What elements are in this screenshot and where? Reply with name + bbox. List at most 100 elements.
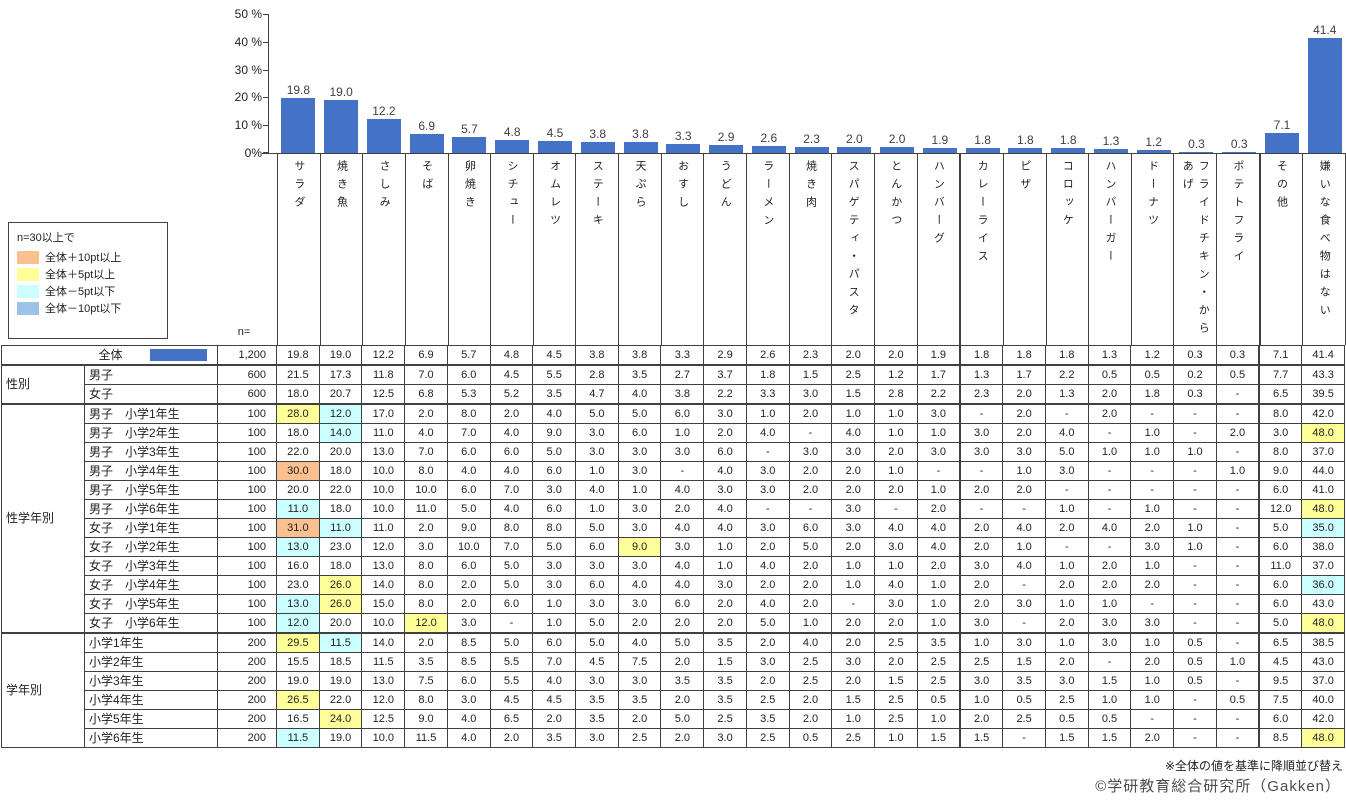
value-cell: 2.5 xyxy=(874,632,918,653)
value-cell: 2.5 xyxy=(617,728,662,748)
value-cell: 1.8 xyxy=(1002,345,1046,366)
value-cell: - xyxy=(1002,613,1046,634)
value-cell: 20.0 xyxy=(318,613,363,634)
bar-value-label: 2.0 xyxy=(845,132,863,147)
bar-value-label: 19.0 xyxy=(329,85,353,100)
value-cell: 2.0 xyxy=(831,537,876,557)
value-cell: 2.0 xyxy=(1044,613,1089,634)
bar-cell: 5.7 xyxy=(448,14,491,153)
value-cell: 2.0 xyxy=(916,499,961,519)
value-cell: 3.0 xyxy=(959,423,1004,443)
value-cell: - xyxy=(1130,461,1175,481)
value-cell: 1.0 xyxy=(874,728,918,748)
value-cell: 2.0 xyxy=(788,461,833,481)
bar-cell: 1.8 xyxy=(1004,14,1047,153)
value-cell: 2.0 xyxy=(959,537,1004,557)
value-cell: 1.0 xyxy=(1130,671,1175,691)
row-label-cell: 女子 小学6年生 xyxy=(83,613,219,634)
bar-cell: 7.1 xyxy=(1261,14,1304,153)
value-cell: 1.0 xyxy=(788,613,833,634)
legend-items: 全体＋10pt以上 全体＋5pt以上 全体－5pt以下 全体－10pt以下 xyxy=(17,250,163,315)
value-cell: 1.5 xyxy=(703,652,747,672)
row-label-cell: 小学5年生 xyxy=(83,709,219,729)
value-cell: 7.0 xyxy=(404,442,448,462)
value-cell: 2.9 xyxy=(703,345,747,366)
bar-value-label: 2.3 xyxy=(803,131,820,146)
category-cell: ラーメン xyxy=(746,153,789,345)
value-cell: 4.5 xyxy=(489,690,534,710)
category-cell: カレーライス xyxy=(959,153,1003,345)
bar-cell: 3.8 xyxy=(619,14,662,153)
value-cell: 9.0 xyxy=(617,537,662,557)
value-cell: 2.0 xyxy=(745,575,790,595)
value-cell: 3.0 xyxy=(575,594,619,614)
value-cell: 12.0 xyxy=(318,403,363,424)
value-cell: 3.0 xyxy=(745,652,790,672)
row-label-cell: 小学2年生 xyxy=(83,652,219,672)
value-cell: 6.0 xyxy=(575,537,619,557)
row-label-cell: 女子 小学3年生 xyxy=(83,556,219,576)
value-cell: 1.0 xyxy=(1173,442,1217,462)
row-group-label: 性学年別 xyxy=(1,403,85,634)
value-cell: 0.5 xyxy=(788,728,833,748)
bar-cell: 6.9 xyxy=(405,14,448,153)
value-cell: 2.0 xyxy=(959,575,1004,595)
value-cell: 36.0 xyxy=(1301,575,1345,595)
value-cell: 3.0 xyxy=(660,442,705,462)
value-cell: 5.5 xyxy=(532,364,577,385)
value-cell: - xyxy=(1173,575,1217,595)
value-cell: 6.0 xyxy=(1258,575,1303,595)
value-cell: 3.0 xyxy=(1044,671,1089,691)
value-cell: 2.5 xyxy=(788,652,833,672)
value-cell: 1.8 xyxy=(1130,384,1175,405)
value-cell: 3.0 xyxy=(575,423,619,443)
bar xyxy=(1008,148,1043,153)
table-row: 男子 小学4年生 100 30.0 18.0 10.0 8.0 4.0 4.0 6.0 1.0 3.… xyxy=(2,461,1345,481)
bar-cell: 3.3 xyxy=(662,14,705,153)
value-cell: 2.5 xyxy=(745,728,790,748)
value-cell: 9.5 xyxy=(1258,671,1303,691)
table-row: 小学3年生 200 19.0 19.0 13.0 7.5 6.0 5.5 4.0 3.0 3.0 3.… xyxy=(2,671,1345,691)
value-cell: 2.0 xyxy=(489,728,534,748)
value-cell: 1.0 xyxy=(874,461,918,481)
value-cell: 2.2 xyxy=(916,384,961,405)
value-cell: 8.5 xyxy=(446,632,491,653)
value-cell: 2.5 xyxy=(916,671,961,691)
value-cell: 3.5 xyxy=(575,690,619,710)
value-cell: 3.0 xyxy=(703,403,747,424)
value-cell: 2.8 xyxy=(575,364,619,385)
value-cell: - xyxy=(1173,690,1217,710)
value-cell: 10.0 xyxy=(361,728,406,748)
value-cell: - xyxy=(1215,384,1260,405)
bar-cell: 19.0 xyxy=(320,14,363,153)
table-row: 女子 小学4年生 100 23.0 26.0 14.0 8.0 2.0 5.0 3.0 6.0 4.… xyxy=(2,575,1345,595)
value-cell: 8.0 xyxy=(1258,403,1303,424)
value-cell: 5.3 xyxy=(446,384,491,405)
y-axis-tick-mark xyxy=(263,97,269,99)
value-cell: 3.0 xyxy=(959,442,1004,462)
table-row: 性別 男子 600 21.5 17.3 11.8 7.0 6.0 4.5 5.5 2.8 3.5 2.7… xyxy=(1,364,1345,405)
value-cell: 4.0 xyxy=(874,575,918,595)
value-cell: - xyxy=(1215,518,1260,538)
value-cell: 3.0 xyxy=(1258,423,1303,443)
value-cell: 2.0 xyxy=(745,632,790,653)
bar-cell: 1.9 xyxy=(918,14,961,153)
value-cell: 2.0 xyxy=(788,575,833,595)
category-label: コロッケ xyxy=(1061,160,1074,232)
value-cell: - xyxy=(1173,480,1217,500)
value-cell: 2.0 xyxy=(874,345,918,366)
value-cell: 1.5 xyxy=(788,364,833,385)
table-row: 男子 小学3年生 100 22.0 20.0 13.0 7.0 6.0 6.0 5.0 3.0 3.… xyxy=(2,442,1345,462)
y-axis-tick-label: 0% xyxy=(244,146,262,160)
value-cell: 4.0 xyxy=(617,575,662,595)
y-axis-tick-label: 10 % xyxy=(234,118,262,133)
value-cell: 3.0 xyxy=(745,461,790,481)
value-cell: - xyxy=(1044,403,1089,424)
value-cell: 5.0 xyxy=(575,613,619,634)
value-cell: 3.0 xyxy=(617,499,662,519)
value-cell: 2.2 xyxy=(703,384,747,405)
value-cell: - xyxy=(1215,575,1260,595)
value-cell: 5.0 xyxy=(575,518,619,538)
n-value: 100 xyxy=(217,499,278,519)
value-cell: 41.4 xyxy=(1301,345,1345,366)
